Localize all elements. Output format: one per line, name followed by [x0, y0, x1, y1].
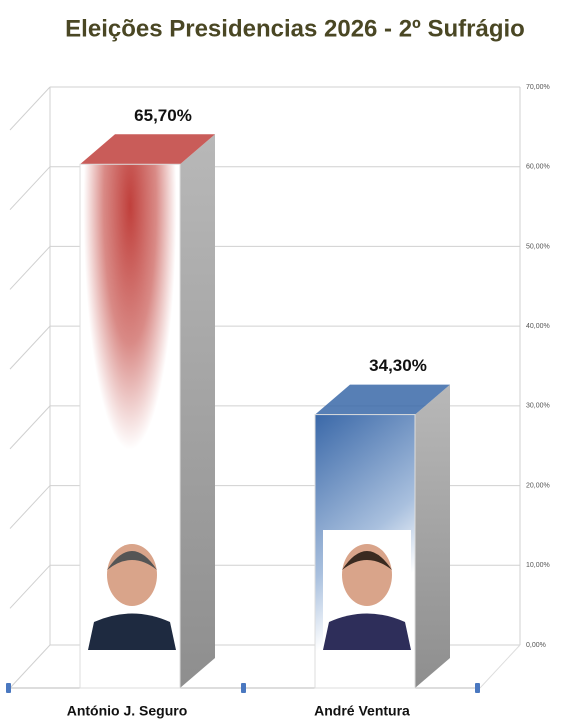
grid-line — [9, 564, 51, 609]
value-label: 34,30% — [369, 356, 427, 375]
y-tick-label: 10,00% — [526, 562, 550, 569]
y-tick-label: 50,00% — [526, 243, 550, 250]
portrait-hair — [107, 551, 157, 570]
axis-tick — [6, 683, 11, 693]
y-tick-label: 60,00% — [526, 164, 550, 171]
grid-line — [9, 485, 51, 529]
grid-line — [9, 644, 51, 689]
grid-line — [9, 86, 51, 131]
axis-tick — [475, 683, 480, 693]
bar-top — [315, 384, 450, 415]
walls — [49, 87, 521, 645]
grid-line — [9, 325, 51, 370]
portrait-body — [323, 613, 411, 650]
portrait-body — [88, 613, 176, 650]
chart-title: Eleições Presidencias 2026 - 2º Sufrágio — [65, 15, 525, 42]
value-label: 65,70% — [134, 106, 192, 125]
bar-top — [80, 134, 215, 165]
y-tick-label: 70,00% — [526, 84, 550, 91]
portrait-hair — [342, 551, 392, 570]
y-tick-label: 0,00% — [526, 642, 546, 649]
grid-line — [9, 246, 51, 290]
x-tick-label: António J. Seguro — [67, 703, 188, 719]
x-tick-label: André Ventura — [314, 703, 410, 719]
bar-side — [180, 134, 215, 688]
y-tick-label: 20,00% — [526, 482, 550, 489]
grid-line — [9, 405, 51, 450]
y-tick-label: 30,00% — [526, 403, 550, 410]
grid-line — [9, 166, 51, 211]
bar-side — [415, 384, 450, 688]
floor-edge — [479, 644, 521, 689]
y-tick-label: 40,00% — [526, 323, 550, 330]
axis-tick — [241, 683, 246, 693]
